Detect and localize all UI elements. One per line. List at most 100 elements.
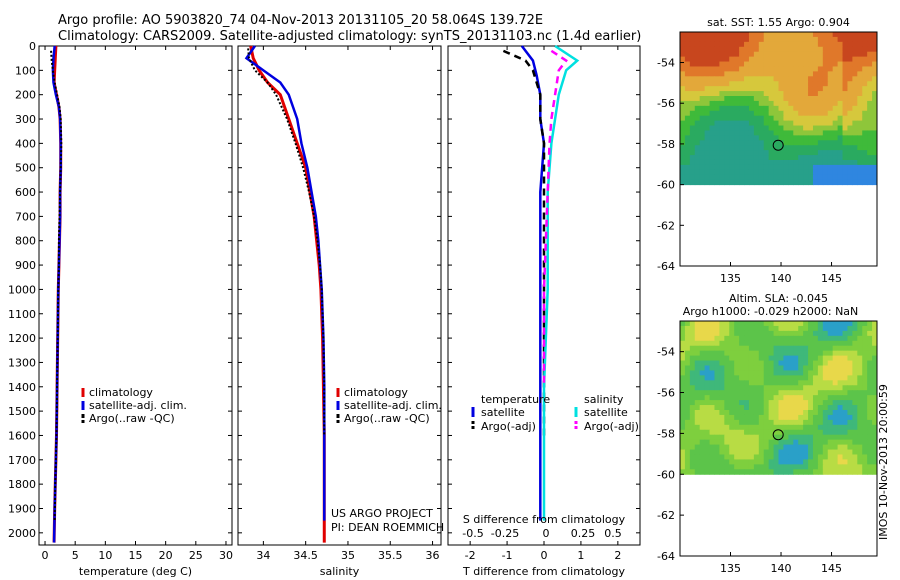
map-cell: [798, 424, 804, 431]
map-cell: [704, 95, 711, 102]
map-cell: [753, 409, 760, 416]
map-cell: [729, 464, 735, 470]
map-cell: [729, 169, 735, 176]
map-cell: [842, 174, 848, 181]
map-cell: [793, 454, 799, 460]
map-cell: [812, 56, 819, 63]
map-cell: [719, 86, 725, 92]
map-cell: [719, 355, 725, 362]
map-cell: [694, 365, 701, 371]
map-cell: [783, 115, 789, 122]
map-cell: [808, 66, 814, 72]
map-cell: [739, 335, 745, 342]
map-cell: [842, 350, 848, 357]
map-cell: [862, 330, 868, 337]
map-cell: [847, 86, 853, 92]
map-cell: [773, 464, 779, 470]
map-cell: [744, 360, 750, 366]
map-cell: [729, 419, 735, 426]
map-cell: [768, 36, 775, 43]
map-cell: [862, 449, 868, 455]
map-cell: [724, 91, 730, 97]
map-cell: [798, 164, 804, 171]
map-cell: [827, 61, 834, 67]
map-cell: [680, 125, 686, 131]
map-cell: [803, 419, 809, 426]
map-cell: [768, 325, 775, 332]
map-cell: [709, 46, 715, 53]
map-cell: [808, 179, 814, 186]
map-cell: [798, 380, 804, 386]
map-cell: [778, 321, 784, 327]
map-cell: [793, 56, 799, 63]
map-cell: [832, 464, 839, 470]
map-cell: [788, 350, 794, 357]
map-cell: [709, 429, 715, 436]
map-cell: [768, 159, 775, 166]
map-cell: [773, 56, 779, 63]
map-cell: [689, 155, 696, 161]
map-cell: [847, 155, 853, 161]
map-cell: [798, 179, 804, 186]
y-tick-label: -56: [657, 97, 675, 110]
map-cell: [758, 335, 765, 342]
map-cell: [847, 434, 853, 441]
map-cell: [744, 66, 750, 72]
map-cell: [694, 464, 701, 470]
map-cell: [734, 81, 740, 87]
map-cell: [832, 100, 839, 107]
map-cell: [684, 130, 691, 136]
map-cell: [753, 36, 760, 43]
map-cell: [768, 385, 775, 391]
map-cell: [847, 150, 853, 156]
map-cell: [862, 390, 868, 396]
map-cell: [714, 439, 720, 446]
map-cell: [847, 169, 853, 176]
map-cell: [788, 469, 794, 475]
map-cell: [783, 95, 789, 102]
map-cell: [709, 145, 715, 151]
map-cell: [753, 429, 760, 436]
map-cell: [778, 370, 784, 376]
map-cell: [788, 380, 794, 386]
map-cell: [788, 365, 794, 371]
map-cell: [694, 164, 701, 171]
map-cell: [778, 51, 784, 58]
map-cell: [857, 71, 863, 77]
annotation-project: US ARGO PROJECT: [331, 507, 433, 520]
map-cell: [680, 150, 686, 156]
map-cell: [719, 444, 725, 451]
map-cell: [714, 330, 720, 337]
map-cell: [827, 145, 834, 151]
map-cell: [867, 130, 873, 136]
y-tick-label: 200: [15, 89, 36, 102]
map-cell: [694, 385, 701, 391]
map-cell: [744, 340, 750, 347]
map-cell: [803, 155, 809, 161]
map-cell: [758, 464, 765, 470]
map-cell: [778, 429, 784, 436]
map-cell: [783, 164, 789, 171]
map-cell: [827, 424, 834, 431]
map-cell: [714, 125, 720, 131]
map-cell: [842, 355, 848, 362]
map-cell: [719, 159, 725, 166]
map-cell: [852, 71, 858, 77]
map-cell: [753, 95, 760, 102]
map-cell: [709, 390, 715, 396]
map-cell: [867, 365, 873, 371]
map-cell: [827, 321, 834, 327]
map-cell: [773, 400, 779, 406]
map-cell: [734, 164, 740, 171]
map-cell: [729, 365, 735, 371]
map-cell: [862, 105, 868, 112]
map-cell: [763, 321, 770, 327]
map-cell: [753, 66, 760, 72]
map-cell: [788, 32, 794, 38]
map-cell: [822, 454, 829, 460]
map-cell: [808, 325, 814, 332]
map-cell: [788, 434, 794, 441]
map-cell: [714, 375, 720, 381]
map-cell: [827, 375, 834, 381]
